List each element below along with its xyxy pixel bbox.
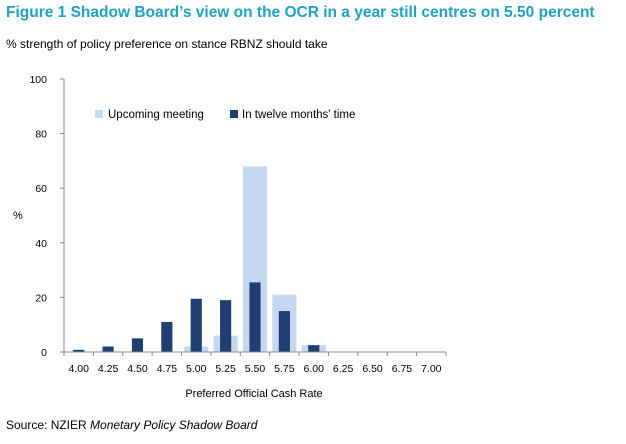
source-publication: Monetary Policy Shadow Board [90,418,258,432]
legend: Upcoming meeting In twelve months' time [95,109,355,121]
bar-twelve-months-5.25 [220,300,232,352]
x-tick-label: 6.50 [362,363,383,375]
x-tick-label: 4.50 [127,363,148,375]
legend-swatch-upcoming [95,110,103,118]
source-prefix: Source: NZIER [6,418,91,432]
legend-label-twelve-months: In twelve months' time [242,109,355,121]
y-tick-label: 0 [41,347,47,359]
x-tick-label: 6.25 [333,363,354,375]
y-tick-label: 60 [35,183,47,195]
y-axis-ticks: 0 20 40 60 80 100 [29,74,64,359]
chart-title: Figure 1 Shadow Board’s view on the OCR … [6,4,595,21]
legend-swatch-twelve-months [230,110,238,118]
y-tick-label: 80 [35,129,47,141]
bar-twelve-months-5.75 [278,311,290,352]
x-tick-label: 4.25 [98,363,119,375]
bar-twelve-months-4.75 [161,321,173,352]
chart-subtitle: % strength of policy preference on stanc… [6,37,328,51]
x-tick-label: 6.00 [304,363,325,375]
x-tick-label: 4.75 [157,363,178,375]
legend-label-upcoming: Upcoming meeting [108,109,204,121]
x-tick-label: 5.50 [245,363,266,375]
x-axis-label: Preferred Official Cash Rate [185,388,322,400]
x-tick-label: 5.25 [215,363,236,375]
x-tick-label: 4.00 [68,363,89,375]
y-tick-label: 40 [35,238,47,250]
x-tick-label: 7.00 [421,363,442,375]
x-tick-label: 5.00 [186,363,207,375]
bar-twelve-months-4.50 [131,338,144,352]
bar-twelve-months-4.25 [102,346,114,352]
bar-twelve-months-5.50 [249,282,261,352]
twelve-months-bars [73,282,320,352]
y-tick-label: 100 [29,74,47,86]
x-axis-ticks: 4.00 4.25 4.50 4.75 5.00 5.25 5.50 5.75 6.00 6.25… [63,352,447,375]
source-note: Source: NZIER Monetary Policy Shadow Boa… [6,418,257,432]
bar-twelve-months-6.00 [308,345,320,352]
x-tick-label: 5.75 [274,363,295,375]
y-axis-label: % [13,210,23,222]
y-tick-label: 20 [35,292,47,304]
bar-twelve-months-4.00 [73,349,85,352]
x-tick-label: 6.75 [392,363,413,375]
bar-twelve-months-5.00 [190,298,202,352]
